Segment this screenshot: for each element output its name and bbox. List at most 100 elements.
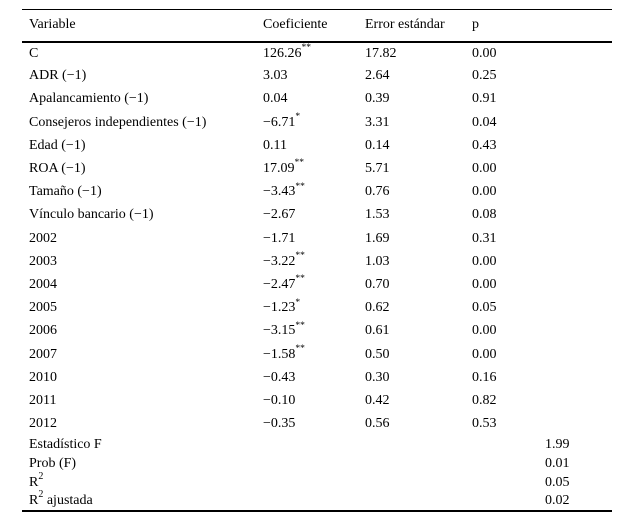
stderr-cell: 0.76: [365, 181, 472, 204]
spacer-cell: [545, 181, 612, 204]
superscript-two: 2: [38, 471, 44, 483]
variable-label: Consejeros independientes (−1): [29, 114, 207, 130]
stderr-cell: 3.31: [365, 111, 472, 134]
stderr-cell: 0.30: [365, 366, 472, 389]
table-row: C 126.26** 17.82 0.00: [22, 42, 612, 65]
coefficient-cell: −0.43: [263, 366, 365, 389]
coefficient-value: −3.43: [263, 184, 296, 200]
pvalue-cell: 0.00: [472, 250, 545, 273]
stderr-value: 0.56: [365, 416, 390, 432]
spacer-cell: [545, 250, 612, 273]
pvalue-value: 0.43: [472, 137, 497, 153]
stderr-cell: 5.71: [365, 157, 472, 180]
header-row: Variable Coeficiente Error estándar p: [22, 10, 612, 42]
variable-cell: ROA (−1): [22, 157, 263, 180]
pvalue-value: 0.16: [472, 369, 497, 385]
table-row: Vínculo bancario (−1) −2.67 1.53 0.08: [22, 204, 612, 227]
stderr-cell: 17.82: [365, 42, 472, 65]
coefficient-value: 3.03: [263, 68, 288, 84]
summary-label: Estadístico F: [29, 437, 102, 453]
summary-row: Estadístico F 1.99: [22, 436, 612, 455]
variable-cell: 2006: [22, 320, 263, 343]
summary-label-suffix: ajustada: [46, 492, 93, 508]
coefficient-cell: −1.71: [263, 227, 365, 250]
stderr-cell: 0.14: [365, 134, 472, 157]
variable-cell: Apalancamiento (−1): [22, 88, 263, 111]
stderr-cell: 0.42: [365, 389, 472, 412]
summary-label: Prob (F): [29, 455, 77, 471]
variable-label: Apalancamiento (−1): [29, 91, 149, 107]
coefficient-value: 126.26: [263, 45, 302, 61]
coefficient-value: 0.04: [263, 91, 288, 107]
variable-label: 2003: [29, 253, 57, 269]
coefficient-cell: −3.15**: [263, 320, 365, 343]
spacer-cell: [545, 227, 612, 250]
table-row: ADR (−1) 3.03 2.64 0.25: [22, 65, 612, 88]
pvalue-cell: 0.00: [472, 343, 545, 366]
variable-label: 2012: [29, 416, 57, 432]
variable-label: 2002: [29, 230, 57, 246]
table-row: Tamaño (−1) −3.43** 0.76 0.00: [22, 181, 612, 204]
summary-row: Prob (F) 0.01: [22, 454, 612, 473]
variable-cell: Consejeros independientes (−1): [22, 111, 263, 134]
coefficient-value: −1.58: [263, 346, 296, 362]
coefficient-value: −1.23: [263, 300, 296, 316]
pvalue-value: 0.00: [472, 45, 497, 61]
stderr-value: 3.31: [365, 114, 390, 130]
pvalue-cell: 0.43: [472, 134, 545, 157]
summary-label: R: [29, 474, 39, 490]
stderr-cell: 0.50: [365, 343, 472, 366]
coefficient-cell: −1.58**: [263, 343, 365, 366]
pvalue-cell: 0.00: [472, 157, 545, 180]
header-coeficiente: Coeficiente: [263, 17, 328, 33]
variable-cell: Vínculo bancario (−1): [22, 204, 263, 227]
spacer-cell: [545, 320, 612, 343]
stderr-value: 2.64: [365, 68, 390, 84]
spacer-cell: [545, 413, 612, 436]
summary-value: 0.02: [545, 492, 570, 508]
header-error-estandar: Error estándar: [365, 17, 445, 33]
coefficient-value: 0.11: [263, 137, 287, 153]
summary-value: 1.99: [545, 437, 570, 453]
pvalue-value: 0.31: [472, 230, 497, 246]
pvalue-value: 0.00: [472, 253, 497, 269]
stderr-value: 0.62: [365, 300, 390, 316]
summary-row: R2 0.05: [22, 471, 612, 492]
pvalue-value: 0.00: [472, 323, 497, 339]
coefficient-cell: 126.26**: [263, 42, 365, 65]
coefficient-value: −0.35: [263, 416, 296, 432]
variable-label: 2006: [29, 323, 57, 339]
pvalue-cell: 0.08: [472, 204, 545, 227]
coefficient-cell: −0.10: [263, 389, 365, 412]
pvalue-cell: 0.05: [472, 297, 545, 320]
pvalue-value: 0.00: [472, 184, 497, 200]
summary-value-cell: 0.01: [545, 454, 612, 473]
spacer-cell: [545, 42, 612, 65]
table-row: 2006 −3.15** 0.61 0.00: [22, 320, 612, 343]
regression-table-container: Variable Coeficiente Error estándar p C …: [22, 9, 612, 512]
stderr-value: 0.42: [365, 392, 390, 408]
variable-label: 2005: [29, 300, 57, 316]
spacer-cell: [545, 389, 612, 412]
stderr-value: 0.30: [365, 369, 390, 385]
variable-cell: 2010: [22, 366, 263, 389]
table-row: 2003 −3.22** 1.03 0.00: [22, 250, 612, 273]
variable-cell: 2011: [22, 389, 263, 412]
table-row: Consejeros independientes (−1) −6.71* 3.…: [22, 111, 612, 134]
pvalue-value: 0.82: [472, 392, 497, 408]
coefficient-cell: −1.23*: [263, 297, 365, 320]
significance-stars: **: [295, 274, 305, 285]
coefficient-value: −0.10: [263, 392, 296, 408]
variable-cell: 2003: [22, 250, 263, 273]
stderr-value: 0.14: [365, 137, 390, 153]
variable-cell: C: [22, 42, 263, 65]
coefficient-cell: 3.03: [263, 65, 365, 88]
pvalue-cell: 0.53: [472, 413, 545, 436]
coefficient-value: −1.71: [263, 230, 296, 246]
spacer-cell: [545, 65, 612, 88]
stderr-cell: 1.69: [365, 227, 472, 250]
coefficient-value: −2.67: [263, 207, 296, 223]
summary-label-cell: Estadístico F: [22, 436, 545, 455]
pvalue-cell: 0.00: [472, 273, 545, 296]
coefficient-value: 17.09: [263, 161, 295, 177]
